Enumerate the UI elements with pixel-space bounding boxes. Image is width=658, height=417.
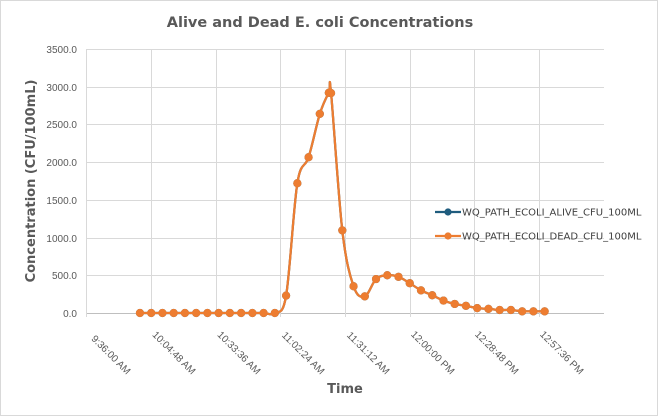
x-tick-label: 12:28:48 PM [472,329,520,377]
y-tick-label: 0.0 [63,309,77,320]
data-point [360,292,369,301]
data-point [270,308,279,318]
y-tick-label: 3500.0 [46,45,77,56]
data-point [180,308,190,318]
data-point [203,308,212,318]
data-point [315,109,324,118]
x-tick-label: 10:04:48 AM [150,330,197,377]
data-point [371,274,381,284]
data-point [169,308,178,318]
legend-item: WQ_PATH_ECOLI_ALIVE_CFU_100ML [435,208,642,219]
data-point [495,305,504,315]
x-tick-label: 9:36:00 AM [89,334,133,378]
data-point [506,305,516,315]
legend: WQ_PATH_ECOLI_ALIVE_CFU_100ML WQ_PATH_ECO… [435,208,642,243]
data-point [237,308,246,318]
x-tick-label: 11:31:12 AM [344,330,391,377]
x-tick-label: 12:57:36 PM [537,329,585,377]
data-point [450,299,459,309]
data-point [405,279,414,288]
y-tick-label: 1500.0 [46,196,77,207]
data-point [225,308,234,318]
x-tick-label: 12:00:00 PM [408,329,456,377]
data-point [461,301,471,310]
data-point [473,303,482,313]
y-tick-label: 1000.0 [46,234,77,245]
series-dead [135,80,549,318]
data-point [248,308,257,318]
y-tick-label: 3000.0 [46,83,77,94]
chart-title: Alive and Dead E. coli Concentrations [167,15,473,31]
legend-label: WQ_PATH_ECOLI_DEAD_CFU_100ML [462,232,642,243]
data-point [158,308,167,318]
data-point [214,308,223,318]
series-alive [135,80,549,318]
data-point [518,307,527,316]
data-point [529,307,538,316]
y-tick-label: 500.0 [52,271,77,282]
y-tick-label: 2000.0 [46,158,77,169]
x-tick-label: 10:33:36 AM [215,330,262,377]
data-point [135,308,145,318]
legend-item: WQ_PATH_ECOLI_DEAD_CFU_100ML [435,232,642,243]
data-point [259,308,268,318]
series-line [139,80,545,316]
legend-label: WQ_PATH_ECOLI_ALIVE_CFU_100ML [462,208,642,219]
data-point [439,296,448,305]
data-point [383,271,392,280]
gridlines [86,49,604,317]
data-point [349,282,358,291]
y-axis-ticks: 0.0 500.0 1000.0 1500.0 2000.0 2500.0 3000.0 35… [46,45,77,320]
data-point [192,308,201,318]
series-line [139,80,545,316]
data-point [484,304,493,313]
data-point [147,308,156,318]
data-point [428,291,437,300]
y-axis-title: Concentration (CFU/100mL) [24,80,39,283]
legend-dot-marker [444,208,452,216]
data-point [281,291,291,300]
x-axis-ticks: 9:36:00 AM 10:04:48 AM 10:33:36 AM 11:02:24… [89,329,586,377]
x-axis-title: Time [327,382,363,397]
series-layer [135,80,549,318]
data-point [304,153,313,162]
data-point [540,307,549,316]
data-point [416,286,426,295]
x-tick-label: 11:02:24 AM [279,330,326,377]
data-point [338,226,347,235]
data-point [326,89,336,98]
data-point [394,272,403,281]
y-tick-label: 2500.0 [46,120,77,131]
legend-dot-marker [444,232,452,240]
data-point [293,179,302,188]
